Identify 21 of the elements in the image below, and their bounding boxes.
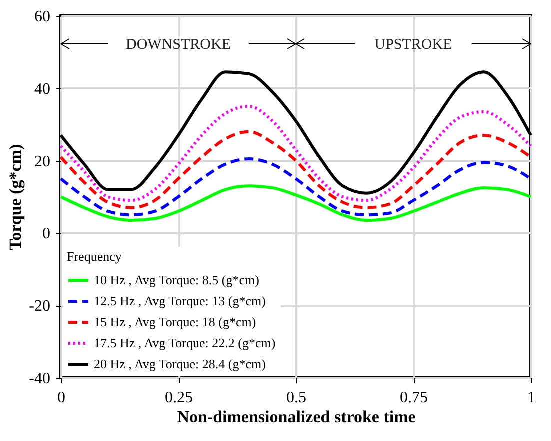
y-tick-label: 40 bbox=[34, 80, 50, 98]
x-tick-label: 1 bbox=[528, 390, 536, 406]
y-tick-label: 60 bbox=[34, 8, 50, 26]
y-tick-label: 0 bbox=[42, 226, 50, 243]
y-axis-title: Torque (g*cm) bbox=[6, 144, 26, 251]
x-axis-title: Non-dimensionalized stroke time bbox=[177, 408, 416, 426]
y-tick-label: 20 bbox=[34, 153, 50, 170]
annotation: DOWNSTROKE bbox=[126, 37, 231, 53]
y-tick-label: -20 bbox=[29, 298, 50, 316]
annotation: UPSTROKE bbox=[374, 37, 452, 53]
legend-label: 20 Hz , Avg Torque: 28.4 (g*cm) bbox=[94, 356, 266, 372]
legend-label: 12.5 Hz , Avg Torque: 13 (g*cm) bbox=[94, 294, 266, 308]
x-tick-label: 0 bbox=[58, 390, 66, 406]
x-tick-label: 0.25 bbox=[165, 390, 193, 406]
x-tick-label: 0.75 bbox=[400, 390, 428, 406]
y-tick-label: -40 bbox=[29, 370, 50, 388]
x-tick-label: 0.5 bbox=[286, 390, 306, 406]
legend-label: 10 Hz , Avg Torque: 8.5 (g*cm) bbox=[94, 272, 260, 288]
legend-label: 15 Hz , Avg Torque: 18 (g*cm) bbox=[94, 314, 256, 330]
legend-label: 17.5 Hz , Avg Torque: 22.2 (g*cm) bbox=[94, 336, 276, 350]
legend-title: Frequency bbox=[67, 249, 122, 264]
